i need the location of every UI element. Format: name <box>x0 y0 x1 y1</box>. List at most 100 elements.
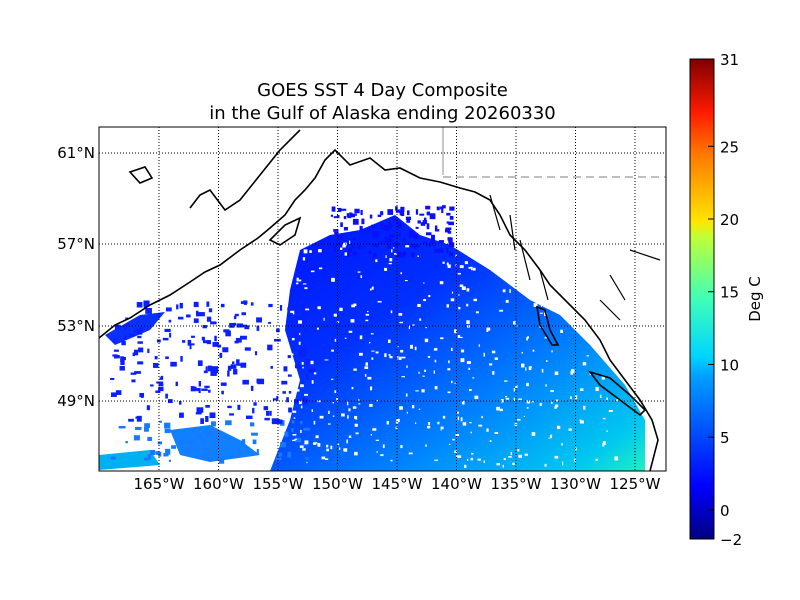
cloud-pixel <box>303 249 308 254</box>
colorbar-tick-label: 31 <box>720 51 739 69</box>
sst-pixel <box>268 321 271 324</box>
cloud-pixel <box>451 380 453 384</box>
sst-pixel <box>278 452 283 457</box>
sst-pixel <box>276 396 279 401</box>
sst-pixel <box>434 249 440 254</box>
sst-pixel <box>170 361 177 367</box>
cloud-pixel <box>448 443 451 445</box>
sst-pixel <box>242 379 249 385</box>
cloud-pixel <box>397 355 399 360</box>
sst-pixel <box>145 308 152 314</box>
cloud-pixel <box>334 390 337 394</box>
cloud-pixel <box>504 260 507 262</box>
sst-pixel <box>229 413 235 416</box>
cloud-pixel <box>399 321 403 324</box>
sst-pixel <box>198 312 205 317</box>
cloud-pixel <box>477 458 482 461</box>
cloud-pixel <box>539 402 542 406</box>
sst-pixel <box>134 371 141 374</box>
cloud-pixel <box>496 406 500 411</box>
sst-pixel <box>352 218 359 225</box>
cloud-pixel <box>411 404 415 409</box>
cloud-pixel <box>459 265 464 269</box>
cloud-pixel <box>331 277 335 282</box>
sst-pixel <box>164 328 171 332</box>
sst-pixel <box>439 248 444 253</box>
sst-pixel <box>270 365 273 369</box>
sst-pixel <box>263 406 269 411</box>
sst-pixel <box>137 335 142 339</box>
sst-pixel <box>279 304 283 311</box>
sst-pixel <box>413 233 419 240</box>
sst-pixel <box>133 435 140 441</box>
cloud-pixel <box>319 415 324 419</box>
sst-pixel <box>409 230 415 234</box>
sst-pixel <box>257 378 265 385</box>
cloud-pixel <box>424 338 429 343</box>
cloud-pixel <box>347 415 349 419</box>
sst-pixel <box>195 412 202 415</box>
cloud-pixel <box>602 443 605 447</box>
sst-pixel <box>172 430 177 435</box>
kodiak-island <box>268 216 302 246</box>
sst-pixel <box>162 337 169 341</box>
cloud-pixel <box>471 453 474 455</box>
cloud-pixel <box>401 376 406 378</box>
sst-pixel <box>405 216 412 221</box>
sst-pixel <box>434 229 440 232</box>
sst-pixel <box>251 432 258 436</box>
bc-inlets <box>489 194 661 321</box>
cloud-pixel <box>333 313 337 317</box>
sst-pixel <box>208 389 211 393</box>
cloud-pixel <box>302 448 306 451</box>
cloud-pixel <box>303 244 305 247</box>
sst-pixel <box>206 301 210 307</box>
graticule <box>99 127 666 471</box>
cloud-pixel <box>405 245 410 248</box>
sst-pixel <box>256 449 259 455</box>
sst-pixel <box>147 454 151 460</box>
sst-pixel <box>198 387 201 394</box>
sst-ocean-main <box>270 215 645 471</box>
sst-pixel <box>206 340 211 345</box>
colorbar-tick-label: 15 <box>720 284 739 302</box>
cloud-pixel <box>434 385 438 390</box>
cloud-pixel <box>545 384 547 387</box>
cloud-pixel <box>372 428 377 431</box>
sst-pixel <box>210 371 217 376</box>
cloud-pixel <box>466 288 470 292</box>
sst-pixel <box>179 302 183 309</box>
sst-pixel <box>133 330 138 333</box>
cloud-pixel <box>541 368 544 373</box>
cloud-pixel <box>470 457 474 461</box>
cloud-pixel <box>300 429 302 434</box>
cloud-pixel <box>601 376 605 380</box>
cloud-pixel <box>464 261 469 265</box>
sst-pixel <box>415 226 419 229</box>
sst-pixel <box>124 335 128 340</box>
sst-pixel <box>160 375 164 380</box>
cloud-pixel <box>318 267 323 270</box>
sst-pixel <box>337 235 344 240</box>
cloud-pixel <box>545 284 548 289</box>
sst-pixel <box>249 422 255 427</box>
lat-tick-label: 49°N <box>57 392 95 410</box>
sst-pixel <box>413 245 417 250</box>
cloud-pixel <box>471 266 473 271</box>
sst-pixel <box>114 355 120 359</box>
sst-pixel <box>434 225 438 231</box>
cloud-pixel <box>580 388 584 391</box>
cloud-pixel <box>353 368 357 371</box>
sst-pixel <box>167 399 173 404</box>
sst-pixel <box>201 388 208 391</box>
cloud-pixel <box>461 400 465 405</box>
sst-pixel <box>402 238 406 242</box>
cloud-pixel <box>604 268 606 272</box>
cloud-pixel <box>467 458 469 461</box>
cloud-pixel <box>606 430 608 433</box>
sst-pixel <box>169 332 172 338</box>
cloud-pixel <box>316 327 320 330</box>
cloud-pixel <box>440 337 444 340</box>
cloud-pixel <box>492 371 495 375</box>
cloud-pixel <box>616 242 618 246</box>
